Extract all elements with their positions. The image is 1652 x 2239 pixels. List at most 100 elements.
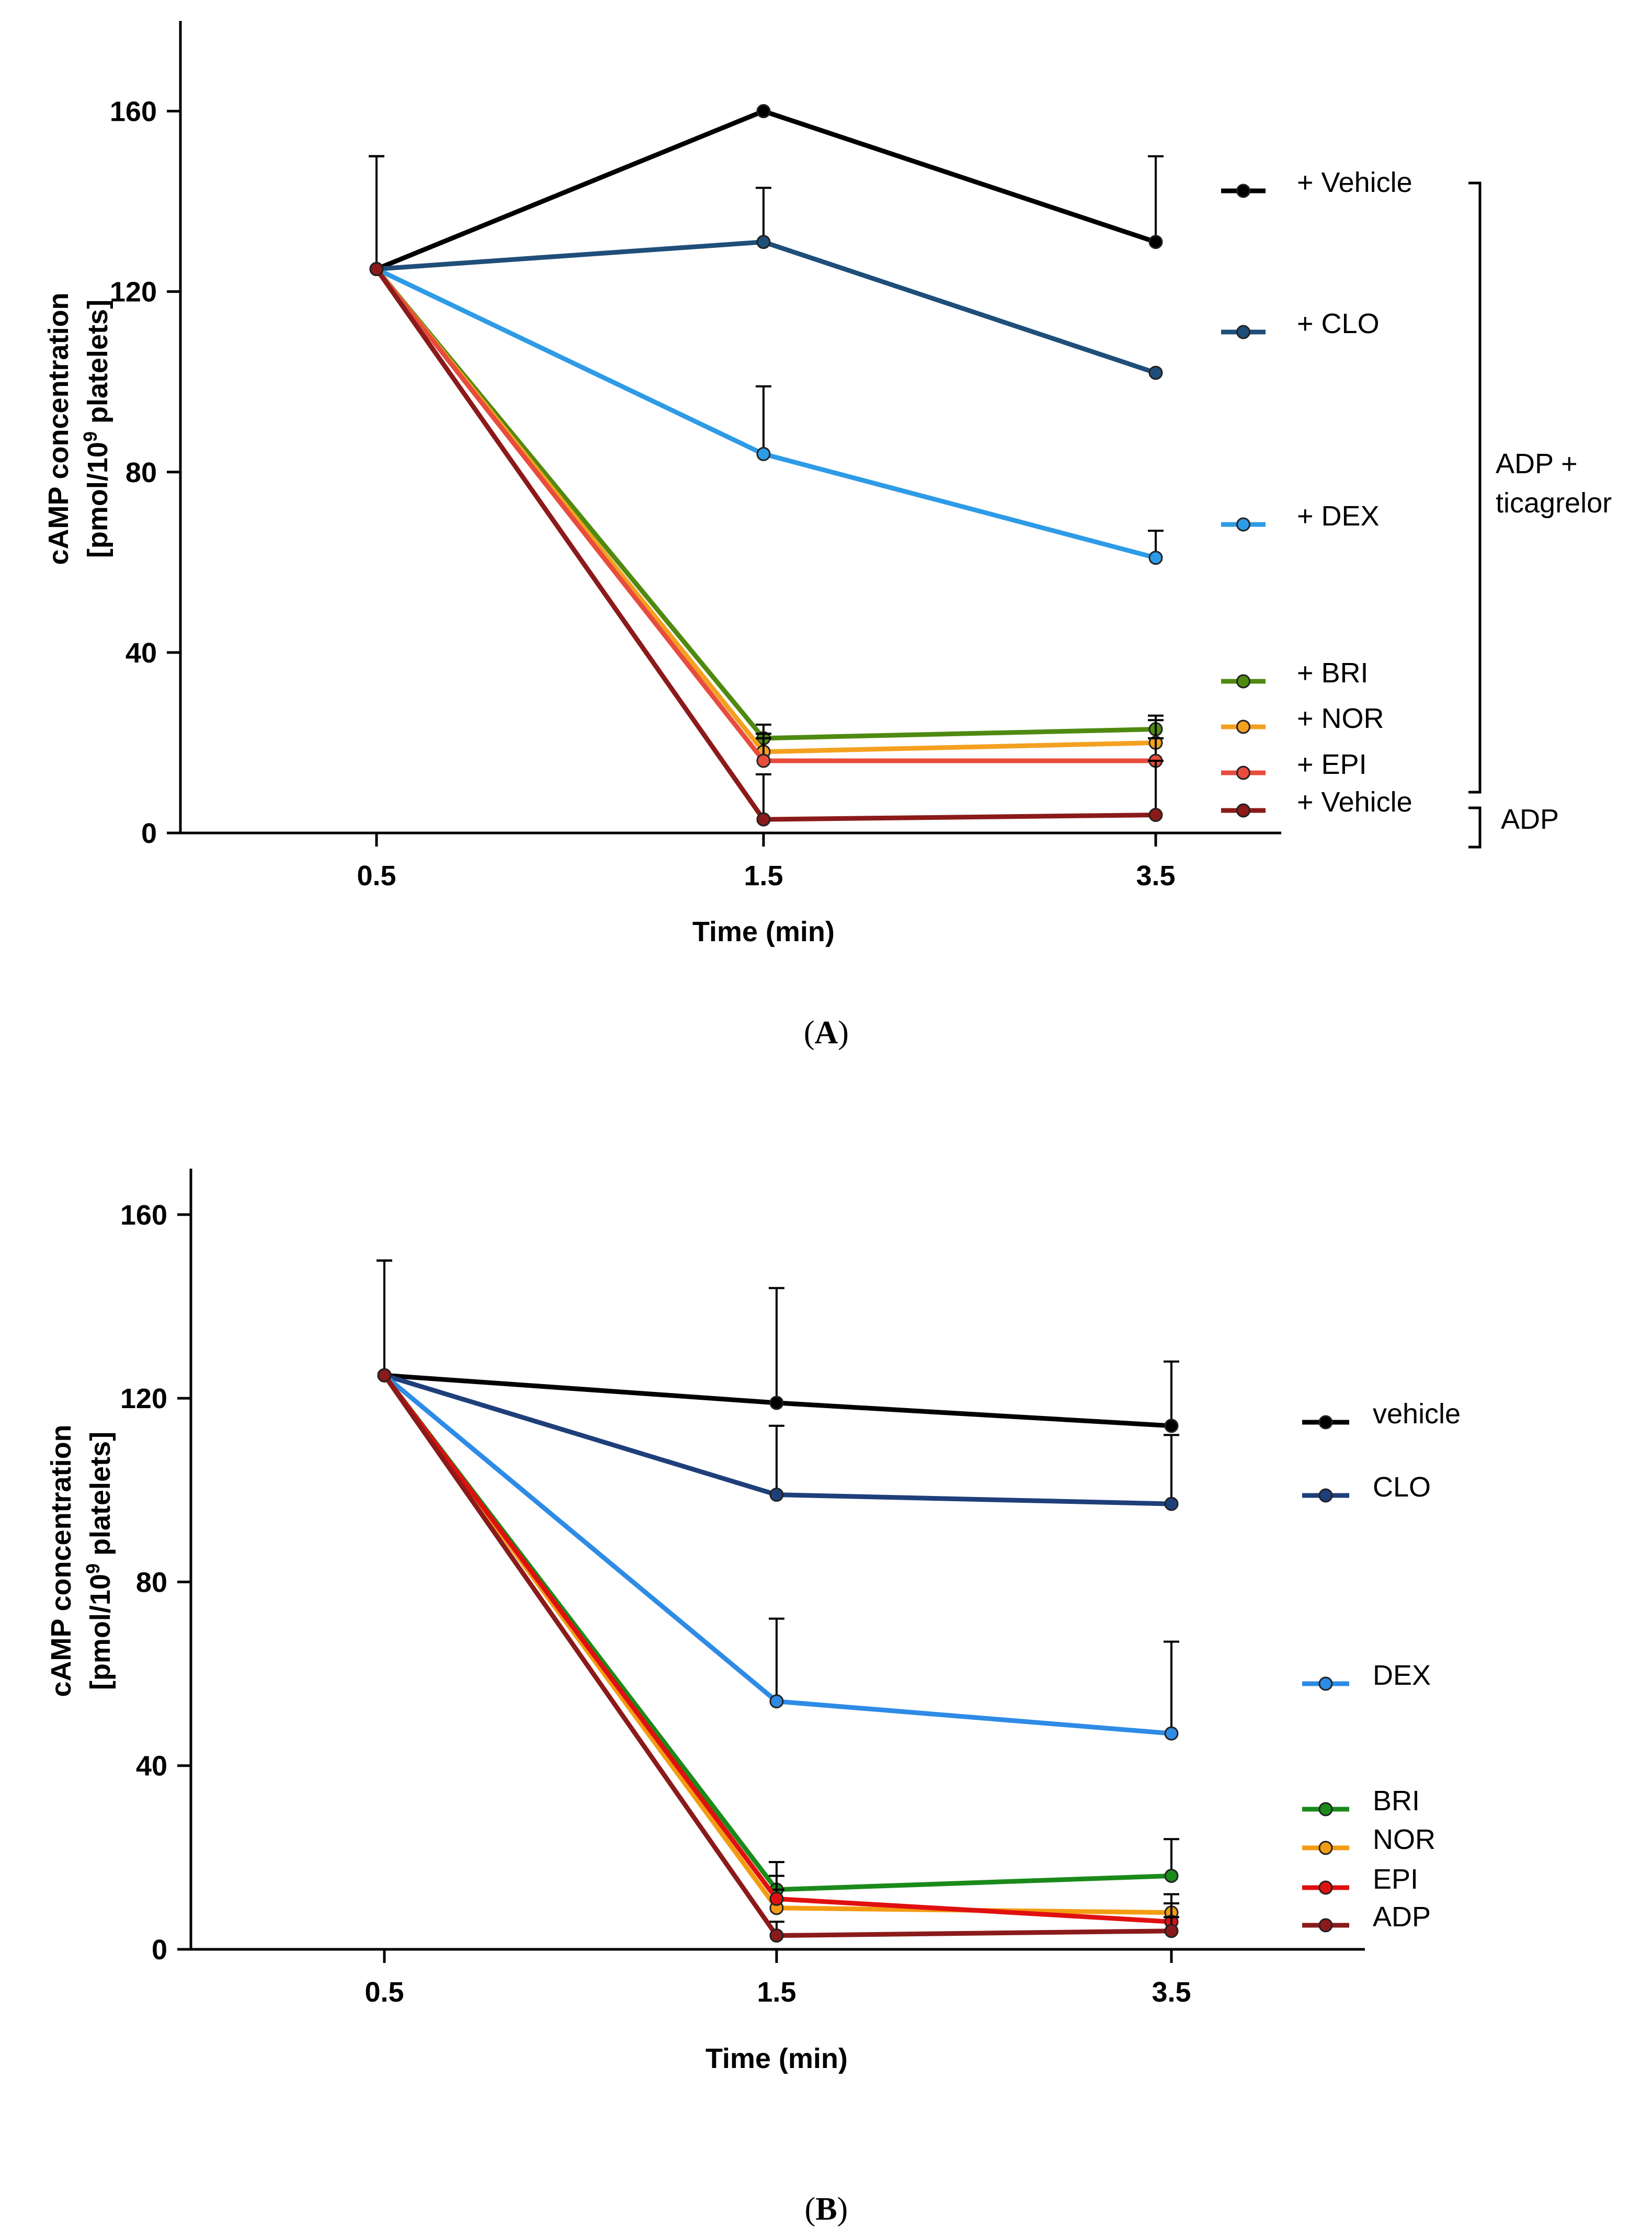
x-tick-label: 3.5 xyxy=(1136,860,1175,892)
data-point xyxy=(1148,551,1163,565)
data-point xyxy=(1148,235,1163,249)
x-axis-title: Time (min) xyxy=(692,916,835,947)
panel-caption-a: (A) xyxy=(803,1015,849,1050)
series-line xyxy=(382,1374,1172,1915)
panel-caption-b: (B) xyxy=(804,2191,848,2227)
group-bracket xyxy=(1468,806,1482,849)
y-axis-title-line1: cAMP concentration xyxy=(45,1424,77,1697)
group-bracket-label: ticagrelor xyxy=(1496,487,1612,519)
legend-label: CLO xyxy=(1373,1471,1431,1503)
data-point xyxy=(769,1891,784,1906)
legend-swatch-marker xyxy=(1318,1918,1333,1933)
y-axis-title-line2: [pmol/10 xyxy=(85,1574,116,1690)
data-point xyxy=(377,1368,392,1383)
data-point xyxy=(1164,1497,1179,1511)
legend-swatch-marker xyxy=(1318,1676,1333,1691)
y-tick-label: 120 xyxy=(110,277,157,308)
y-axis-title: cAMP concentration [pmol/109 platelets] xyxy=(45,1424,116,1697)
series-0 xyxy=(369,104,1164,277)
data-point xyxy=(756,235,771,249)
series-2 xyxy=(369,155,1164,565)
legend-label: + Vehicle xyxy=(1297,786,1412,818)
y-tick-label: 0 xyxy=(141,818,157,849)
group-bracket xyxy=(1468,181,1482,794)
y-tick-label: 80 xyxy=(126,457,157,488)
series-5 xyxy=(377,1259,1179,1929)
data-point xyxy=(769,1928,784,1943)
legend-label: EPI xyxy=(1373,1864,1418,1895)
data-point xyxy=(769,1396,784,1410)
y-tick-label: 40 xyxy=(136,1751,167,1782)
y-axis-title-superscript: 9 xyxy=(82,1563,104,1574)
y-axis-title-line2: [pmol/10 xyxy=(82,442,113,558)
data-point xyxy=(756,812,771,827)
y-tick-label: 160 xyxy=(110,96,157,128)
legend-swatch-marker xyxy=(1318,1488,1333,1503)
series-line xyxy=(382,1374,1172,1892)
legend-swatch-marker xyxy=(1318,1802,1333,1817)
legend-swatch-marker xyxy=(1318,1415,1333,1430)
y-tick-label: 160 xyxy=(120,1200,167,1231)
legend-label: NOR xyxy=(1373,1824,1435,1855)
series-6 xyxy=(369,155,1164,827)
data-point xyxy=(756,104,771,119)
series-line xyxy=(376,239,1157,375)
group-bracket-label: ADP xyxy=(1501,804,1559,835)
data-point xyxy=(1148,807,1163,822)
legend-label: ADP xyxy=(1373,1901,1431,1933)
chart-panel-b: 0 40 80 120 160 0.5 1.5 3.5 Time (min) cAMP conce… xyxy=(45,1169,1461,2074)
group-bracket-label: ADP + xyxy=(1496,448,1578,479)
legend-swatch-marker xyxy=(1236,674,1250,689)
series-line xyxy=(382,1374,1172,1924)
x-tick-label: 3.5 xyxy=(1152,1977,1191,2008)
legend-label: BRI xyxy=(1373,1785,1420,1817)
y-tick-label: 0 xyxy=(152,1934,167,1966)
data-point xyxy=(769,1488,784,1502)
chart-panel-a: 0 40 80 120 160 0.5 1.5 3.5 Time (min) cAMP conce… xyxy=(43,21,1612,947)
data-point xyxy=(756,753,771,768)
series-0 xyxy=(377,1259,1179,1433)
data-point xyxy=(369,262,384,277)
data-point xyxy=(1164,1924,1179,1938)
y-axis-title: cAMP concentration [pmol/109 platelets] xyxy=(43,292,113,565)
y-tick-label: 40 xyxy=(126,637,157,669)
legend-label: vehicle xyxy=(1373,1398,1461,1430)
series-3 xyxy=(377,1259,1179,1897)
legend-swatch-marker xyxy=(1318,1841,1333,1855)
series-line xyxy=(374,267,1156,763)
x-tick-label: 0.5 xyxy=(364,1977,404,2008)
data-point xyxy=(1148,365,1163,380)
data-point xyxy=(756,447,771,461)
legend-swatch-marker xyxy=(1236,517,1250,532)
x-tick-label: 1.5 xyxy=(744,860,783,892)
series-line xyxy=(382,1374,1172,1938)
y-axis-title-line1: cAMP concentration xyxy=(43,292,74,565)
y-axis-title-line2-end: platelets] xyxy=(82,300,113,431)
legend-swatch-marker xyxy=(1236,719,1250,734)
legend-swatch-marker xyxy=(1318,1880,1333,1895)
y-axis-title-line2-end: platelets] xyxy=(85,1432,116,1563)
series-line xyxy=(383,1373,1172,1506)
y-tick-label: 120 xyxy=(120,1383,167,1414)
series-4 xyxy=(377,1259,1179,1920)
series-6 xyxy=(377,1259,1179,1943)
legend-label: + EPI xyxy=(1297,749,1367,780)
series-line xyxy=(383,1373,1172,1736)
series-line xyxy=(374,267,1156,741)
data-point xyxy=(1164,1419,1179,1433)
x-axis-title: Time (min) xyxy=(705,2043,848,2074)
legend-label: + DEX xyxy=(1297,500,1380,532)
legend-swatch-marker xyxy=(1236,325,1250,339)
legend-label: DEX xyxy=(1373,1660,1431,1691)
data-point xyxy=(1164,1868,1179,1883)
legend-label: + CLO xyxy=(1297,308,1380,339)
legend-label: + BRI xyxy=(1297,657,1369,689)
x-tick-label: 0.5 xyxy=(357,860,396,892)
y-axis-title-superscript: 9 xyxy=(79,431,101,442)
legend-label: + NOR xyxy=(1297,703,1384,734)
legend-label: + Vehicle xyxy=(1297,167,1412,198)
y-tick-label: 80 xyxy=(136,1567,167,1598)
legend-swatch-marker xyxy=(1236,766,1250,780)
data-point xyxy=(1164,1726,1179,1741)
